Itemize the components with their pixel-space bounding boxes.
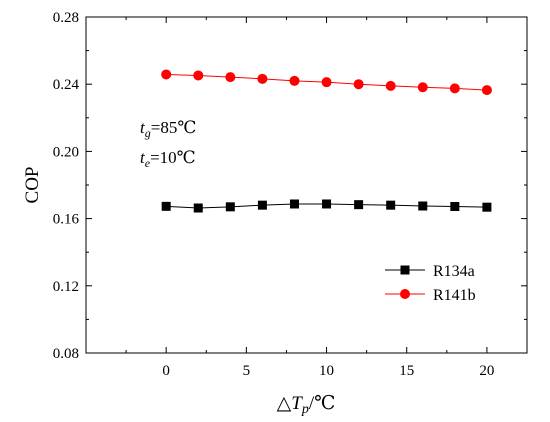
data-point-r141b bbox=[321, 77, 332, 88]
data-point-r134a bbox=[354, 200, 364, 210]
y-tick-label: 0.24 bbox=[53, 77, 80, 93]
annotation-sub: e bbox=[145, 156, 151, 170]
series-r141b bbox=[161, 69, 492, 96]
plot-frame bbox=[85, 16, 528, 354]
annotation-text: =85℃ bbox=[151, 118, 197, 137]
series-r134a bbox=[161, 199, 492, 213]
annotation-layer: tg=85℃te=10℃ bbox=[140, 118, 196, 170]
legend-marker bbox=[400, 265, 410, 275]
data-point-r134a bbox=[482, 202, 492, 212]
x-tick-label: 20 bbox=[479, 363, 494, 379]
data-point-r141b bbox=[481, 85, 492, 96]
annotation-var: t bbox=[140, 118, 146, 137]
legend-label: R141b bbox=[433, 287, 476, 304]
data-point-r134a bbox=[257, 200, 267, 210]
data-point-r134a bbox=[161, 201, 171, 211]
condition-annotation: te=10℃ bbox=[140, 148, 196, 170]
data-point-r141b bbox=[225, 72, 236, 83]
x-axis-title-sub: p bbox=[301, 402, 309, 417]
data-point-r141b bbox=[449, 83, 460, 94]
data-point-r134a bbox=[322, 199, 332, 209]
annotation-var: t bbox=[140, 148, 146, 167]
data-point-r141b bbox=[289, 75, 300, 86]
legend: R134a R141b bbox=[385, 263, 476, 304]
data-point-r134a bbox=[418, 201, 428, 211]
x-tick-label: 10 bbox=[319, 363, 334, 379]
data-point-r134a bbox=[225, 202, 235, 212]
y-tick-label: 0.08 bbox=[53, 346, 79, 362]
x-axis-title-prefix: △ bbox=[277, 393, 292, 414]
y-tick-label: 0.16 bbox=[53, 212, 80, 228]
y-tick-label: 0.28 bbox=[53, 10, 79, 26]
annotation-sub: g bbox=[145, 126, 151, 140]
x-tick-label: 5 bbox=[243, 363, 251, 379]
legend-item-r134a: R134a bbox=[385, 263, 475, 280]
x-tick-label: 15 bbox=[399, 363, 414, 379]
data-point-r141b bbox=[417, 82, 428, 93]
data-point-r141b bbox=[193, 70, 204, 81]
data-point-r141b bbox=[161, 69, 172, 80]
condition-annotation: tg=85℃ bbox=[140, 118, 196, 140]
y-tick-label: 0.20 bbox=[53, 144, 79, 160]
legend-label: R134a bbox=[433, 263, 475, 280]
data-point-r134a bbox=[193, 203, 203, 213]
data-point-r134a bbox=[289, 199, 299, 209]
x-axis-title: △Tp/℃ bbox=[277, 393, 336, 417]
data-point-r141b bbox=[257, 73, 268, 84]
x-tick-label: 0 bbox=[162, 363, 170, 379]
data-point-r134a bbox=[450, 202, 460, 212]
y-axis-title: COP bbox=[22, 167, 43, 204]
x-axis-title-var: T bbox=[291, 393, 303, 414]
x-axis-title-unit: /℃ bbox=[309, 393, 336, 414]
legend-marker bbox=[400, 289, 410, 299]
series-layer bbox=[161, 69, 492, 213]
data-point-r141b bbox=[385, 80, 396, 91]
annotation-text: =10℃ bbox=[150, 148, 196, 167]
axis-ticks: 0 5 10 15 20 0.08 0.12 0.16 0.20 0.24 0.28 bbox=[53, 10, 527, 379]
y-tick-label: 0.12 bbox=[53, 279, 79, 295]
data-point-r141b bbox=[353, 79, 364, 90]
legend-item-r141b: R141b bbox=[385, 287, 476, 304]
data-point-r134a bbox=[386, 200, 396, 210]
